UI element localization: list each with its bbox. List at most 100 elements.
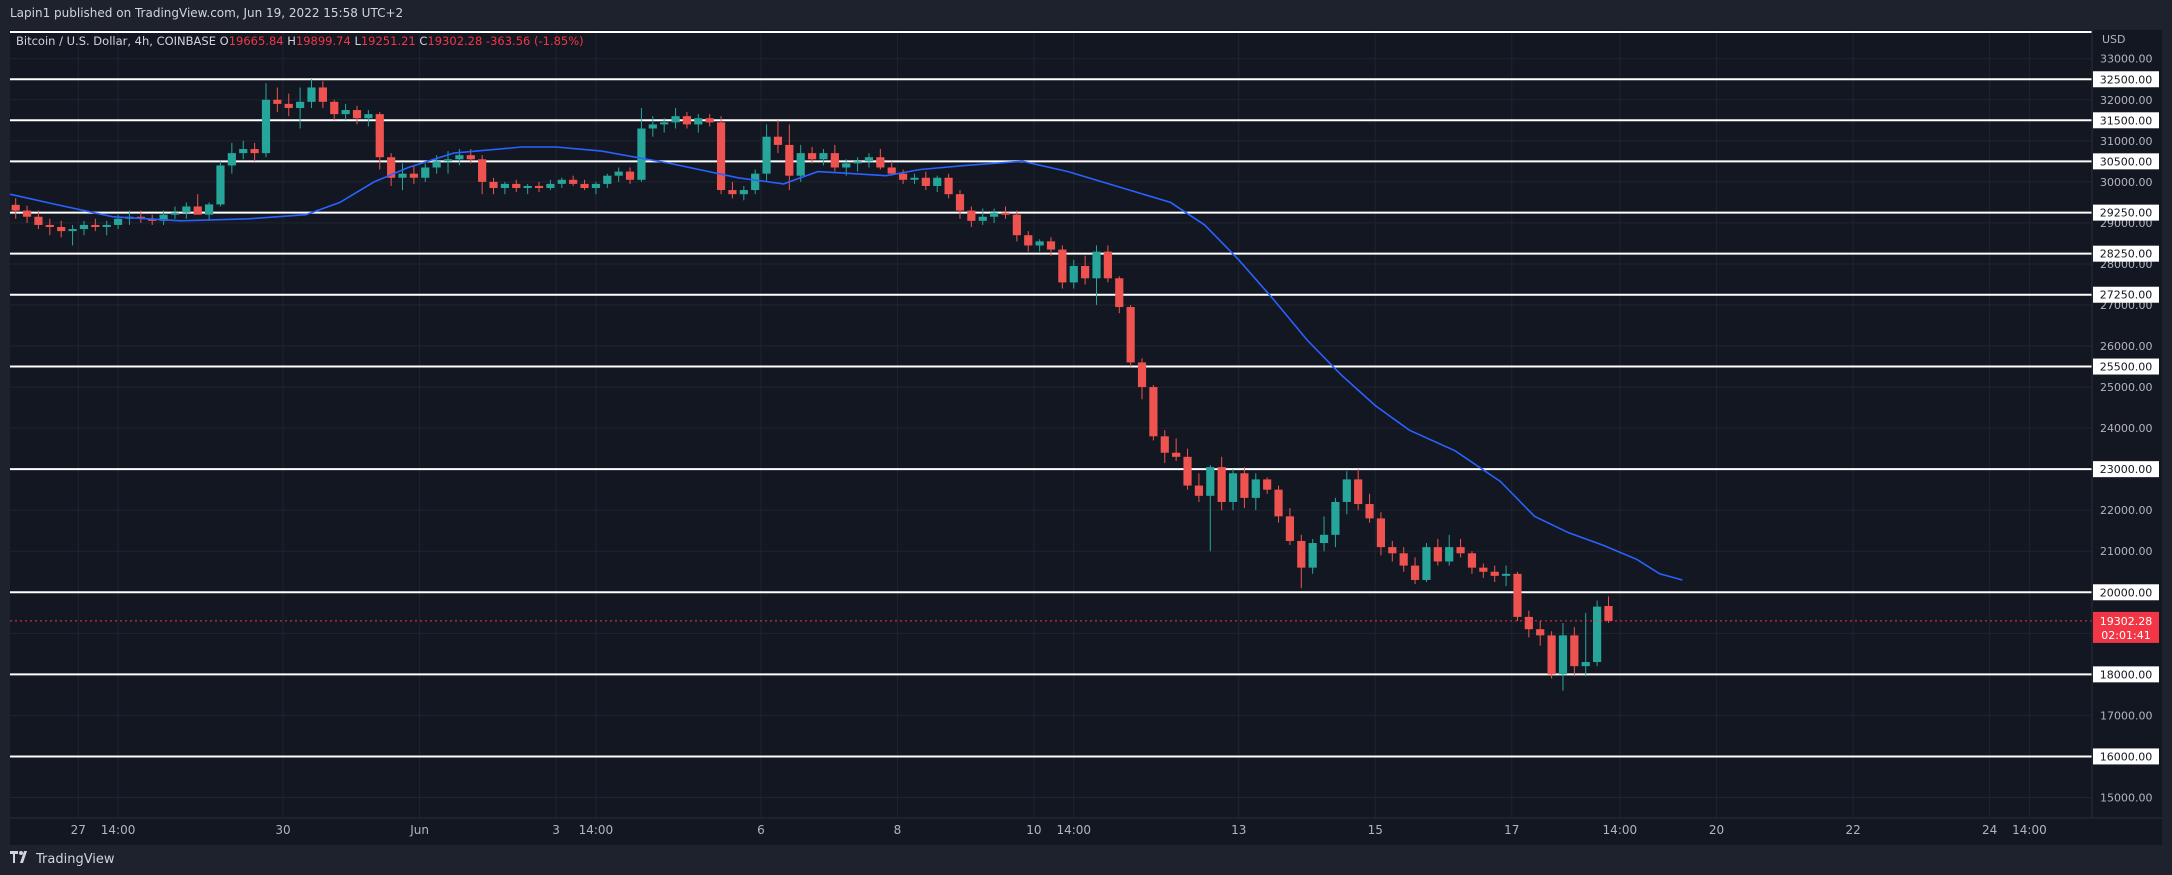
candle-body xyxy=(1285,516,1295,541)
candle-body xyxy=(990,212,999,217)
level-label: 32500.00 xyxy=(2100,73,2153,86)
x-tick-label: 14:00 xyxy=(1056,823,1091,837)
low-label: L xyxy=(354,34,361,48)
candle-body xyxy=(341,110,350,115)
y-tick-label: 21000.00 xyxy=(2100,545,2153,558)
candle-body xyxy=(1433,547,1442,562)
candles xyxy=(11,79,1613,691)
candle-body xyxy=(1160,436,1169,453)
candle-body xyxy=(1137,362,1147,388)
tradingview-logo-icon xyxy=(10,851,30,867)
candle-body xyxy=(739,190,748,195)
candle-body xyxy=(1410,565,1420,580)
candle-body xyxy=(1172,452,1181,457)
candle-body xyxy=(205,204,214,215)
candle-body xyxy=(1399,553,1408,566)
candle-body xyxy=(1069,265,1078,283)
candle-body xyxy=(864,157,874,162)
candle-body xyxy=(466,155,475,160)
level-label-box xyxy=(2093,112,2159,129)
candle-body xyxy=(1126,307,1135,363)
candle-body xyxy=(1228,473,1238,502)
candle-body xyxy=(284,103,293,108)
candle-body xyxy=(899,173,908,180)
candle-body xyxy=(1115,278,1124,308)
candle-body xyxy=(1319,534,1329,544)
candle-body xyxy=(671,116,680,123)
candle-body xyxy=(318,87,327,102)
candle-body xyxy=(478,159,487,182)
last-price-label: 19302.28 xyxy=(2100,615,2153,628)
moving-average-line xyxy=(9,146,1683,581)
change-value: -363.56 (-1.85%) xyxy=(485,34,584,48)
candle-body xyxy=(421,167,430,178)
y-tick-label: 17000.00 xyxy=(2100,709,2153,722)
candle-body xyxy=(682,116,692,125)
candle-body xyxy=(261,99,271,154)
y-tick-label: 32000.00 xyxy=(2100,94,2153,107)
time-axis[interactable]: 27 14:00 30 Jun 3 14:00 6 8 10 14:00 13 15 17 14:00 20… xyxy=(10,817,2162,837)
candle-body xyxy=(1593,606,1602,663)
x-tick-label: 17 xyxy=(1504,823,1519,837)
y-tick-label: 30000.00 xyxy=(2100,176,2153,189)
candle-body xyxy=(807,153,817,160)
candle-body xyxy=(1274,489,1283,517)
candle-body xyxy=(830,153,839,168)
candle-body xyxy=(580,183,589,189)
level-label-box xyxy=(2093,584,2159,601)
symbol-legend: Bitcoin / U.S. Dollar, 4h, COINBASE O196… xyxy=(16,34,584,48)
candle-body xyxy=(227,153,236,166)
candle-body xyxy=(330,101,339,115)
candle-body xyxy=(1467,553,1477,568)
candle-body xyxy=(443,159,453,162)
level-label: 28250.00 xyxy=(2100,248,2153,261)
candle-body xyxy=(591,183,601,189)
candle-body xyxy=(842,163,851,168)
candle-body xyxy=(102,224,111,227)
candle-body xyxy=(375,114,384,158)
candle-body xyxy=(1183,456,1192,486)
level-label-box xyxy=(2093,748,2159,765)
candle-body xyxy=(1001,212,1010,215)
candle-body xyxy=(239,149,248,154)
low-value: 19251.21 xyxy=(360,34,416,48)
candle-body xyxy=(1058,249,1067,283)
high-label: H xyxy=(287,34,296,48)
candle-body xyxy=(1456,547,1465,554)
candle-body xyxy=(853,161,862,164)
y-tick-label: 31000.00 xyxy=(2100,135,2153,148)
candle-body xyxy=(1012,214,1021,236)
candle-body xyxy=(68,229,77,232)
candle-body xyxy=(22,210,32,217)
price-axis[interactable]: USD15000.0016000.0017000.0018000.0019000… xyxy=(2091,30,2162,845)
level-label-box xyxy=(2093,71,2159,88)
candle-body xyxy=(1354,479,1363,505)
close-label: C xyxy=(419,34,428,48)
candle-body xyxy=(603,175,612,184)
candle-body xyxy=(45,224,54,227)
brand-footer[interactable]: TradingView xyxy=(10,851,115,867)
candle-body xyxy=(398,173,407,178)
candle-body xyxy=(1422,547,1431,580)
candle-body xyxy=(1046,241,1056,250)
x-tick-label: 14:00 xyxy=(101,823,136,837)
candle-body xyxy=(1263,479,1272,490)
candle-body xyxy=(1035,241,1044,246)
open-value: 19665.84 xyxy=(228,34,284,48)
candle-body xyxy=(944,177,953,195)
candle-body xyxy=(1308,543,1317,568)
candle-body xyxy=(1331,501,1340,535)
level-label: 31500.00 xyxy=(2100,114,2153,127)
candle-body xyxy=(1081,265,1090,279)
candle-body xyxy=(455,155,464,160)
candle-body xyxy=(296,101,305,108)
candle-body xyxy=(1388,547,1397,554)
candle-body xyxy=(921,177,930,186)
x-tick-label: 15 xyxy=(1368,823,1383,837)
candle-body xyxy=(933,177,942,186)
candle-body xyxy=(1194,485,1203,496)
candle-body xyxy=(1524,616,1533,630)
candle-body xyxy=(1251,479,1260,498)
candle-body xyxy=(523,185,532,189)
